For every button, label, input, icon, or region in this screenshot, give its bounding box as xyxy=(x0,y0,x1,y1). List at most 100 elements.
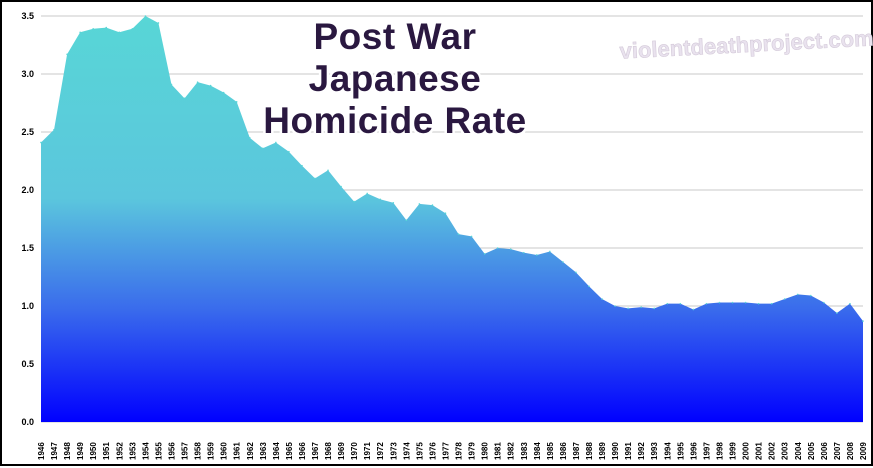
x-tick-label: 1949 xyxy=(76,442,85,460)
data-point xyxy=(275,141,277,144)
data-point xyxy=(653,307,656,310)
homicide-rate-area xyxy=(41,16,863,422)
x-tick-label: 1975 xyxy=(415,442,424,460)
data-point xyxy=(66,53,68,56)
data-point xyxy=(157,22,160,24)
data-point xyxy=(509,248,512,250)
data-point xyxy=(470,235,473,238)
data-point xyxy=(862,320,864,322)
data-point xyxy=(327,169,329,172)
x-tick-label: 1992 xyxy=(637,442,646,460)
x-tick-label: 1984 xyxy=(533,442,542,460)
x-tick-label: 1979 xyxy=(468,442,477,460)
x-tick-label: 1947 xyxy=(50,442,59,460)
x-tick-label: 1994 xyxy=(663,442,672,460)
x-tick-label: 1973 xyxy=(389,442,398,460)
x-tick-label: 2007 xyxy=(833,442,842,460)
data-point xyxy=(431,204,434,206)
data-point xyxy=(340,185,342,188)
x-tick-label: 1972 xyxy=(376,442,385,460)
x-tick-label: 1993 xyxy=(650,442,659,460)
data-point xyxy=(601,298,603,300)
x-tick-label: 1991 xyxy=(624,442,633,460)
x-tick-label: 1956 xyxy=(167,442,176,460)
data-point xyxy=(679,302,682,305)
x-tick-label: 1976 xyxy=(428,442,437,460)
data-point xyxy=(405,219,408,221)
data-point xyxy=(770,302,773,305)
x-tick-label: 1998 xyxy=(715,442,724,460)
data-point xyxy=(248,137,251,139)
data-point xyxy=(457,233,460,235)
x-tick-label: 2009 xyxy=(859,442,868,460)
data-point xyxy=(40,141,42,144)
x-tick-label: 1989 xyxy=(598,442,607,460)
x-tick-label: 1987 xyxy=(572,442,581,460)
x-tick-label: 1982 xyxy=(507,442,516,460)
x-tick-label: 2001 xyxy=(755,442,764,460)
data-point xyxy=(92,27,94,30)
x-tick-label: 2004 xyxy=(794,442,803,460)
y-tick-label: 1.5 xyxy=(21,243,34,253)
x-tick-label: 1990 xyxy=(611,442,620,460)
x-tick-label: 1955 xyxy=(154,442,163,460)
x-tick-label: 1999 xyxy=(729,442,738,460)
data-point xyxy=(288,150,290,153)
x-tick-label: 1988 xyxy=(585,442,594,460)
data-point xyxy=(849,302,851,305)
data-point xyxy=(718,301,721,304)
x-tick-label: 1980 xyxy=(481,442,490,460)
x-tick-label: 1961 xyxy=(233,442,242,460)
x-tick-label: 2003 xyxy=(781,442,790,460)
data-point xyxy=(692,308,695,311)
x-tick-label: 1997 xyxy=(702,442,711,460)
x-tick-label: 1969 xyxy=(337,442,346,460)
data-point xyxy=(536,254,538,256)
x-tick-label: 1966 xyxy=(298,442,307,460)
data-point xyxy=(209,84,212,87)
data-point xyxy=(262,147,264,150)
x-tick-label: 1978 xyxy=(455,442,464,460)
x-tick-label: 1952 xyxy=(115,442,124,460)
data-point xyxy=(353,200,355,203)
data-point xyxy=(627,307,629,310)
data-point xyxy=(392,201,395,204)
watermark-text: violentdeathproject.com xyxy=(619,25,873,63)
x-tick-label: 1967 xyxy=(311,442,320,460)
x-tick-label: 1951 xyxy=(102,442,111,460)
x-tick-label: 2005 xyxy=(807,442,816,460)
data-point xyxy=(366,192,368,195)
data-point xyxy=(522,251,525,254)
x-tick-label: 1970 xyxy=(350,442,359,460)
data-point xyxy=(496,247,499,249)
data-point xyxy=(666,302,669,305)
data-point xyxy=(549,250,551,253)
x-tick-label: 1964 xyxy=(272,442,281,460)
y-tick-label: 2.0 xyxy=(21,185,34,195)
data-point xyxy=(614,305,616,307)
x-tick-label: 1959 xyxy=(207,442,216,460)
x-tick-label: 2002 xyxy=(768,442,777,460)
x-tick-label: 1950 xyxy=(89,442,98,460)
data-point xyxy=(53,128,55,131)
data-point xyxy=(744,301,747,304)
data-point xyxy=(314,177,316,180)
data-point xyxy=(588,285,590,288)
x-tick-label: 1983 xyxy=(520,442,529,460)
data-point xyxy=(562,261,564,263)
data-point xyxy=(222,91,225,94)
data-point xyxy=(144,15,147,17)
x-tick-label: 1957 xyxy=(181,442,190,460)
data-point xyxy=(810,294,812,297)
data-point xyxy=(705,302,708,305)
data-point xyxy=(301,164,303,167)
x-tick-label: 1985 xyxy=(546,442,555,460)
data-point xyxy=(823,301,825,304)
data-point xyxy=(170,83,173,86)
x-tick-label: 1996 xyxy=(689,442,698,460)
data-point xyxy=(131,27,134,30)
chart-title: Post War Japanese Homicide Rate xyxy=(261,14,529,144)
x-tick-label: 1960 xyxy=(220,442,229,460)
x-tick-label: 1963 xyxy=(259,442,268,460)
